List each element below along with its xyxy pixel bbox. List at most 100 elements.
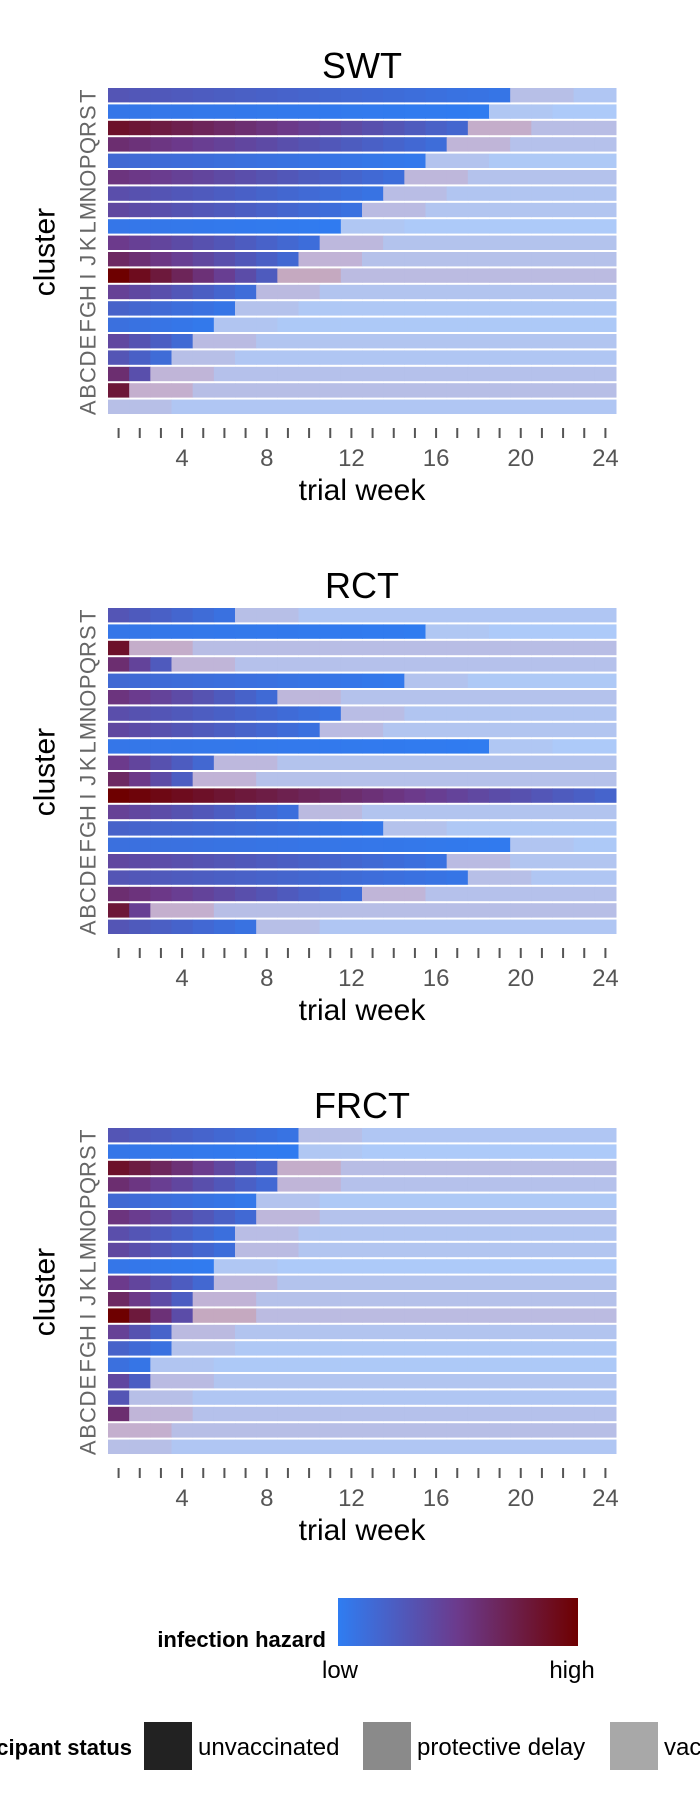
cell-A-13 (362, 1439, 384, 1454)
cell-Q-11 (319, 657, 342, 672)
cell-E-8 (256, 334, 278, 349)
cell-Q-17 (446, 657, 469, 672)
cell-O-22 (552, 1210, 575, 1225)
cell-F-4 (171, 317, 194, 332)
cell-J-24 (594, 252, 617, 267)
cell-Q-8 (256, 657, 278, 672)
cell-I-6 (213, 268, 236, 283)
cell-E-24 (594, 854, 617, 869)
cell-F-21 (531, 317, 553, 332)
cell-G-5 (192, 821, 215, 836)
cell-C-8 (256, 1406, 278, 1422)
cell-G-3 (150, 1341, 172, 1356)
cell-A-19 (489, 399, 511, 414)
cell-C-13 (362, 886, 384, 902)
cell-S-13 (362, 104, 384, 119)
cell-S-13 (362, 1144, 384, 1159)
cell-B-13 (362, 903, 384, 918)
cell-O-20 (510, 1210, 532, 1225)
cell-A-15 (404, 1439, 426, 1454)
cell-R-17 (446, 640, 469, 656)
cell-N-13 (362, 1226, 384, 1241)
cell-B-12 (340, 903, 363, 918)
cell-F-18 (467, 1357, 490, 1372)
cell-N-10 (298, 1226, 321, 1241)
cell-E-10 (298, 334, 321, 349)
cluster-label-A: A (76, 1440, 101, 1455)
cell-Q-7 (235, 137, 257, 152)
cell-D-14 (383, 870, 405, 885)
cell-L-17 (446, 739, 469, 754)
cell-H-24 (594, 1324, 617, 1340)
cell-O-5 (192, 170, 215, 185)
cell-T-23 (573, 608, 596, 623)
cell-Q-7 (235, 1177, 257, 1192)
cell-B-9 (277, 903, 299, 918)
cell-F-13 (362, 837, 384, 852)
cell-O-2 (129, 1210, 151, 1225)
cell-D-23 (573, 1390, 596, 1405)
cell-K-4 (171, 755, 194, 770)
cell-N-20 (510, 186, 532, 201)
cell-C-18 (467, 366, 490, 382)
cluster-label-N: N (76, 707, 101, 723)
cell-H-13 (362, 1324, 384, 1340)
cell-N-7 (235, 1226, 257, 1241)
cell-C-11 (319, 366, 342, 382)
cell-O-7 (235, 170, 257, 185)
cell-O-12 (340, 1210, 363, 1225)
cell-J-20 (510, 772, 532, 787)
cell-N-21 (531, 706, 553, 721)
cell-N-9 (277, 186, 299, 201)
cell-P-4 (171, 153, 194, 168)
cell-L-14 (383, 1259, 405, 1274)
status-legend-title: participant status (0, 1735, 132, 1760)
cell-E-20 (510, 854, 532, 869)
cell-S-8 (256, 624, 278, 639)
cell-T-9 (277, 1128, 299, 1143)
cell-T-22 (552, 1128, 575, 1143)
cell-D-1 (108, 350, 130, 365)
cell-J-8 (256, 252, 278, 267)
cell-E-24 (594, 1374, 617, 1389)
cell-K-19 (489, 755, 511, 770)
cell-T-1 (108, 608, 130, 623)
cell-Q-21 (531, 1177, 553, 1192)
cell-S-4 (171, 624, 194, 639)
cell-O-18 (467, 1210, 490, 1225)
cell-F-5 (192, 837, 215, 852)
cell-O-17 (446, 170, 469, 185)
cell-P-7 (235, 1193, 257, 1208)
cell-H-8 (256, 284, 278, 300)
cell-G-23 (573, 301, 596, 316)
hazard-colorbar (338, 1598, 578, 1646)
cell-A-5 (192, 1439, 215, 1454)
cell-D-22 (552, 1390, 575, 1405)
cluster-label-M: M (76, 722, 101, 740)
cell-M-23 (573, 202, 596, 218)
cell-J-17 (446, 1292, 469, 1307)
cell-O-20 (510, 690, 532, 705)
cell-I-5 (192, 788, 215, 803)
cell-A-12 (340, 1439, 363, 1454)
cell-B-17 (446, 1423, 469, 1438)
cell-J-14 (383, 772, 405, 787)
cell-N-6 (213, 186, 236, 201)
cell-Q-18 (467, 137, 490, 152)
cell-R-1 (108, 640, 130, 656)
cell-K-10 (298, 1275, 321, 1290)
cell-S-8 (256, 1144, 278, 1159)
cell-R-3 (150, 640, 172, 656)
cell-P-18 (467, 1193, 490, 1208)
cell-B-1 (108, 383, 130, 398)
cell-O-7 (235, 1210, 257, 1225)
cell-F-8 (256, 837, 278, 852)
cell-T-2 (129, 608, 151, 623)
cell-T-5 (192, 88, 215, 103)
cell-G-2 (129, 301, 151, 316)
cell-Q-10 (298, 137, 321, 152)
x-tick-label: 8 (260, 445, 273, 472)
cell-G-22 (552, 1341, 575, 1356)
cell-I-23 (573, 1308, 596, 1323)
cell-T-9 (277, 608, 299, 623)
